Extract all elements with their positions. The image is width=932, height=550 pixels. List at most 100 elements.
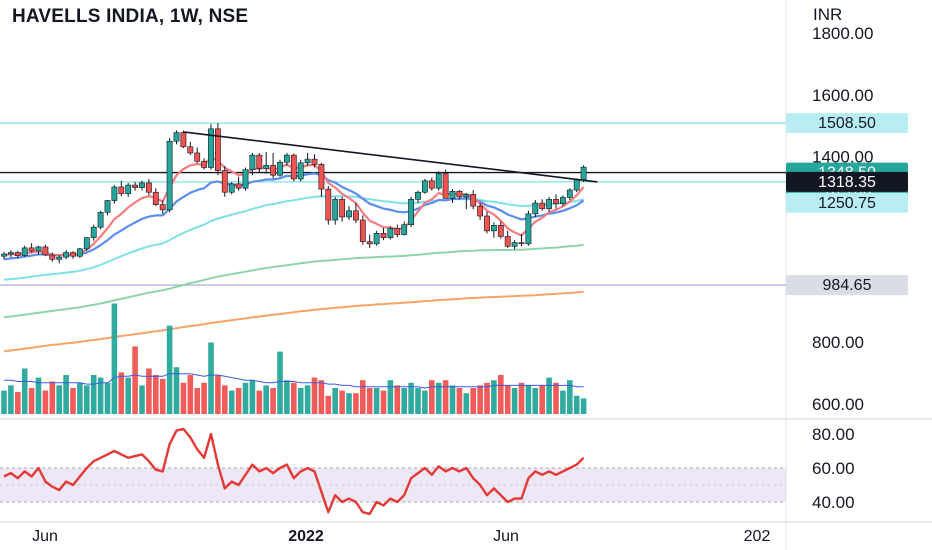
candle — [566, 188, 573, 200]
candle — [559, 195, 566, 207]
volume-bar — [277, 351, 283, 414]
volume-bar — [297, 388, 304, 414]
candle — [180, 130, 187, 149]
volume-bar — [394, 385, 401, 414]
candle — [484, 211, 490, 234]
price-tick-label: 1400.00 — [812, 148, 873, 167]
candle — [283, 152, 290, 166]
candle — [359, 215, 366, 245]
candle — [228, 182, 235, 195]
candle — [366, 234, 373, 248]
candle-body — [346, 210, 352, 218]
candle — [380, 227, 387, 241]
candle-body — [42, 246, 49, 256]
volume-bar — [408, 382, 414, 414]
candle — [173, 130, 180, 145]
volume-bar — [560, 390, 566, 414]
volume-bar — [104, 382, 111, 414]
candle — [215, 123, 221, 176]
volume-bar — [525, 385, 532, 414]
volume-bar — [553, 382, 559, 414]
volume-bar — [187, 375, 194, 414]
candle-body — [311, 158, 318, 165]
candle-body — [415, 191, 421, 200]
price-tick-label: 1600.00 — [812, 86, 873, 105]
ema-200-line — [3, 290, 584, 353]
candle-body — [14, 252, 21, 256]
candle — [70, 251, 76, 259]
candle — [401, 221, 408, 236]
volume-bar — [42, 390, 49, 414]
horizontal-lines — [0, 122, 786, 286]
candle — [456, 190, 463, 200]
candle-body — [180, 132, 187, 148]
volume-bar — [511, 388, 518, 414]
volume-bar — [429, 380, 435, 414]
candle-body — [566, 189, 573, 198]
volume-bar — [470, 388, 476, 414]
price-label-bg — [786, 113, 908, 134]
candle-body — [97, 212, 104, 228]
candle — [435, 171, 442, 191]
candle-body — [373, 233, 380, 245]
candle — [490, 222, 497, 238]
candle — [146, 178, 152, 196]
candle-body — [359, 219, 366, 242]
price-tick-label: 800.00 — [812, 333, 864, 352]
candle-body — [35, 246, 42, 252]
volume-bar — [118, 372, 125, 414]
candle — [8, 250, 14, 258]
candle-body — [456, 190, 463, 198]
candle — [139, 180, 145, 191]
candle — [525, 210, 532, 246]
volume-bar — [422, 390, 428, 414]
volume-bar — [242, 382, 249, 414]
candle-body — [152, 191, 159, 205]
volume-bar — [1, 390, 7, 414]
candle-body — [408, 199, 414, 225]
candle-body — [352, 210, 359, 221]
candle-body — [1, 253, 7, 257]
rsi-tick-label: 80.00 — [812, 425, 855, 444]
volume-bar — [222, 385, 228, 414]
candle — [394, 224, 401, 238]
volume-bar — [159, 378, 166, 414]
volume-bar — [498, 375, 504, 414]
axis-layer: 1800.00 1600.00 1400.00 800.00 600.00 80.00 60… — [32, 24, 873, 545]
volume-bar — [256, 390, 263, 414]
candle-body — [387, 228, 394, 238]
candle — [159, 200, 166, 214]
candle — [201, 158, 207, 170]
candle-body — [304, 158, 311, 164]
candle-body — [83, 237, 90, 250]
candle — [166, 138, 173, 213]
candle — [511, 240, 518, 250]
candle — [311, 154, 318, 168]
candle — [235, 176, 242, 191]
price-tick-label: 600.00 — [812, 395, 864, 414]
candle — [325, 186, 332, 225]
volume-bar — [125, 377, 131, 414]
candle — [242, 167, 249, 191]
candle-body — [277, 161, 283, 176]
price-label-text: 1318.35 — [818, 174, 876, 191]
trendline-layer — [183, 131, 598, 183]
candle-body — [194, 152, 201, 162]
volume-bar — [442, 380, 449, 414]
candle-body — [159, 204, 166, 211]
candle — [421, 178, 428, 194]
candle — [304, 152, 311, 166]
volume-bar — [380, 390, 387, 414]
candle — [77, 247, 83, 259]
volume-bar — [70, 388, 76, 414]
volume-bar — [249, 380, 256, 414]
volume-bar — [449, 385, 456, 414]
candle — [428, 177, 435, 191]
time-tick-label: 202 — [744, 528, 771, 545]
candle — [504, 230, 511, 248]
volume-bar — [573, 395, 580, 414]
candle — [249, 152, 256, 176]
volume-bar — [325, 395, 332, 414]
